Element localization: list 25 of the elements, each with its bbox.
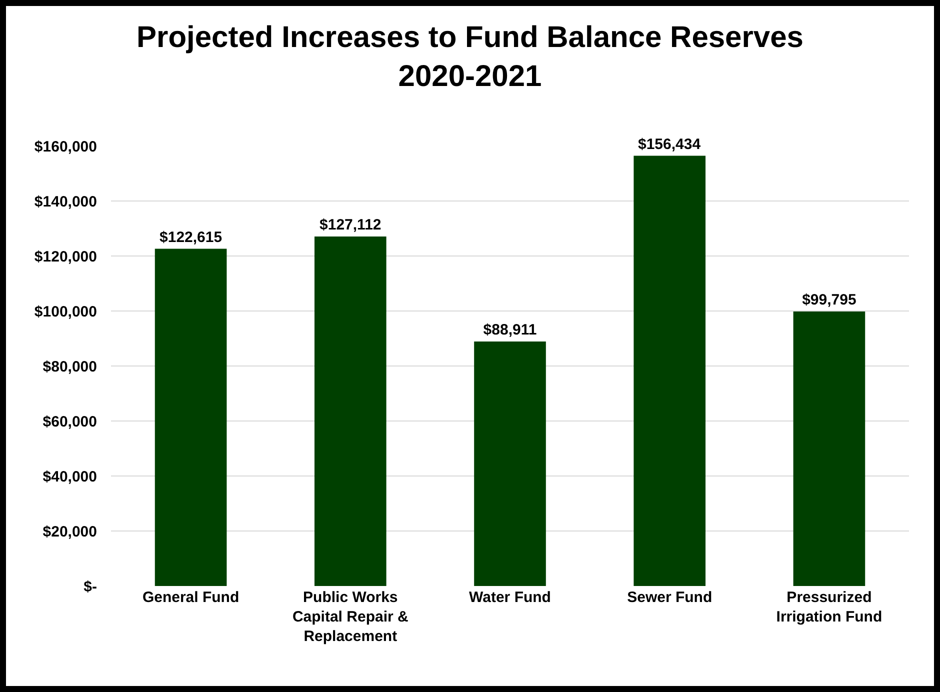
y-tick-label: $140,000	[34, 193, 97, 210]
bar	[314, 236, 386, 586]
x-tick-label: Sewer Fund	[627, 589, 712, 606]
y-tick-label: $-	[84, 578, 97, 596]
data-label: $156,434	[638, 136, 702, 153]
x-tick-label: General Fund	[142, 589, 240, 606]
y-tick-label: $60,000	[42, 413, 97, 430]
x-tick-label: Pressurized Irrigation Fund	[776, 589, 882, 626]
bar	[634, 156, 706, 586]
y-tick-label: $160,000	[34, 138, 97, 156]
chart-title: Projected Increases to Fund Balance Reserves 2020-2021	[136, 20, 804, 93]
y-tick-label: $120,000	[34, 248, 97, 266]
data-label: $127,112	[320, 216, 382, 234]
y-tick-label: $20,000	[42, 523, 97, 540]
data-label: $88,911	[483, 321, 537, 338]
data-label: $122,615	[160, 228, 222, 246]
y-tick-label: $80,000	[42, 358, 97, 376]
x-tick-label: Water Fund	[469, 589, 551, 606]
y-tick-label: $40,000	[42, 468, 97, 486]
data-label: $99,795	[802, 292, 856, 309]
bar	[793, 312, 866, 586]
y-tick-label: $100,000	[34, 303, 97, 320]
x-tick-label: Public Works Capital Repair & Replacement	[292, 589, 408, 645]
bar	[154, 248, 227, 586]
bar	[474, 341, 546, 586]
